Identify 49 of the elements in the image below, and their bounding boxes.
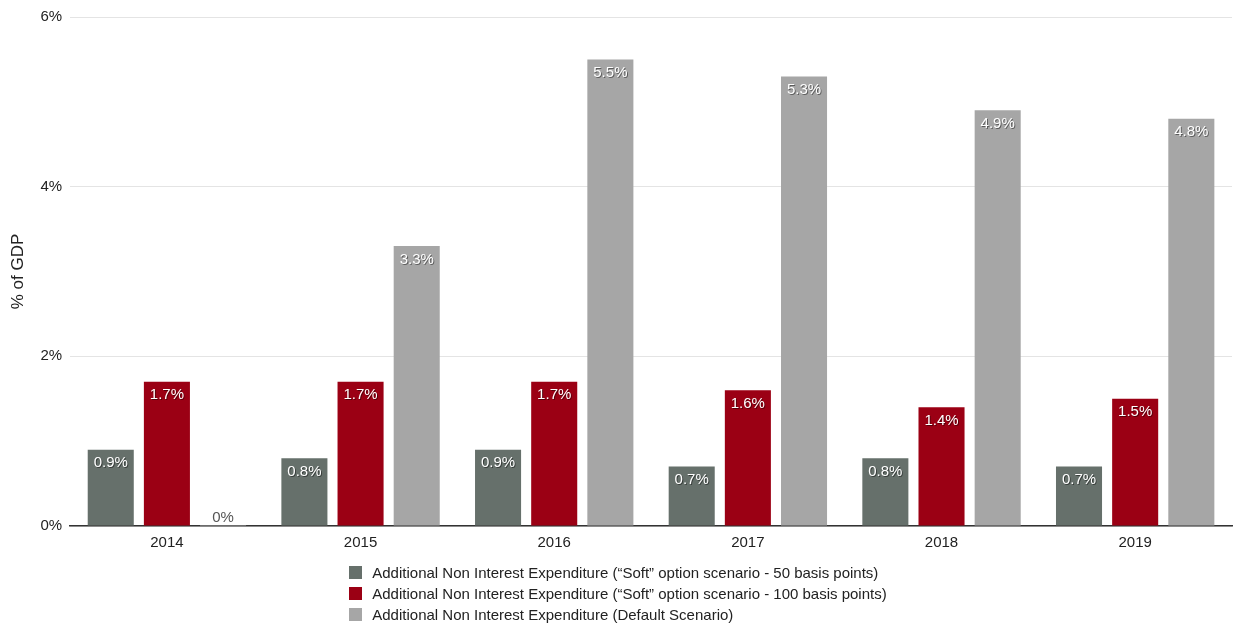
bar xyxy=(87,449,134,526)
bar xyxy=(281,458,328,526)
bar xyxy=(862,458,909,526)
data-label: 0% xyxy=(212,507,234,525)
y-tick-label: 6% xyxy=(40,7,63,25)
bar xyxy=(781,76,828,526)
legend-label: Additional Non Interest Expenditure (“Soft” option scenario - 50 basis points) xyxy=(372,563,879,583)
data-label: 1.6% xyxy=(730,393,765,411)
data-label: 0.9% xyxy=(480,453,516,471)
data-label: 5.3% xyxy=(786,80,822,98)
data-label: 4.8% xyxy=(1174,122,1209,140)
bar xyxy=(1112,398,1159,526)
y-tick-label: 0% xyxy=(40,516,63,534)
x-tick-label: 2015 xyxy=(343,533,378,551)
data-label: 5.5% xyxy=(593,63,628,81)
x-tick-label: 2017 xyxy=(731,533,765,551)
y-axis-title: % of GDP xyxy=(7,233,27,310)
bar xyxy=(724,390,771,526)
data-label: 1.7% xyxy=(537,385,572,403)
data-label: 1.5% xyxy=(1118,402,1153,420)
x-tick-label: 2018 xyxy=(924,533,959,551)
y-tick-label: 4% xyxy=(40,176,63,194)
bar xyxy=(1168,118,1215,526)
bar xyxy=(393,246,440,526)
bar xyxy=(531,381,578,526)
data-label: 4.9% xyxy=(980,113,1015,131)
bar xyxy=(974,110,1021,526)
bar xyxy=(475,449,522,526)
x-tick-label: 2014 xyxy=(150,533,184,551)
legend-label: Additional Non Interest Expenditure (“Soft” option scenario - 100 basis points) xyxy=(372,584,887,604)
bar xyxy=(918,407,965,526)
data-label: 1.7% xyxy=(343,385,378,403)
bar xyxy=(668,466,715,526)
bar xyxy=(337,381,384,526)
data-label: 0.7% xyxy=(1061,470,1097,488)
bar xyxy=(143,381,190,526)
x-tick-label: 2016 xyxy=(537,533,571,551)
x-tick-label: 2019 xyxy=(1118,533,1152,551)
y-tick-label: 2% xyxy=(40,346,63,364)
data-label: 1.4% xyxy=(924,410,959,428)
data-label: 0.9% xyxy=(93,453,128,471)
data-label: 0.8% xyxy=(287,461,322,479)
data-label: 0.7% xyxy=(674,470,709,488)
data-label: 1.7% xyxy=(149,385,185,403)
data-label: 0.8% xyxy=(868,461,903,479)
legend-label: Additional Non Interest Expenditure (Default Scenario) xyxy=(372,605,734,625)
data-label: 3.3% xyxy=(399,249,434,267)
bar xyxy=(1055,466,1103,526)
bar xyxy=(587,59,634,526)
